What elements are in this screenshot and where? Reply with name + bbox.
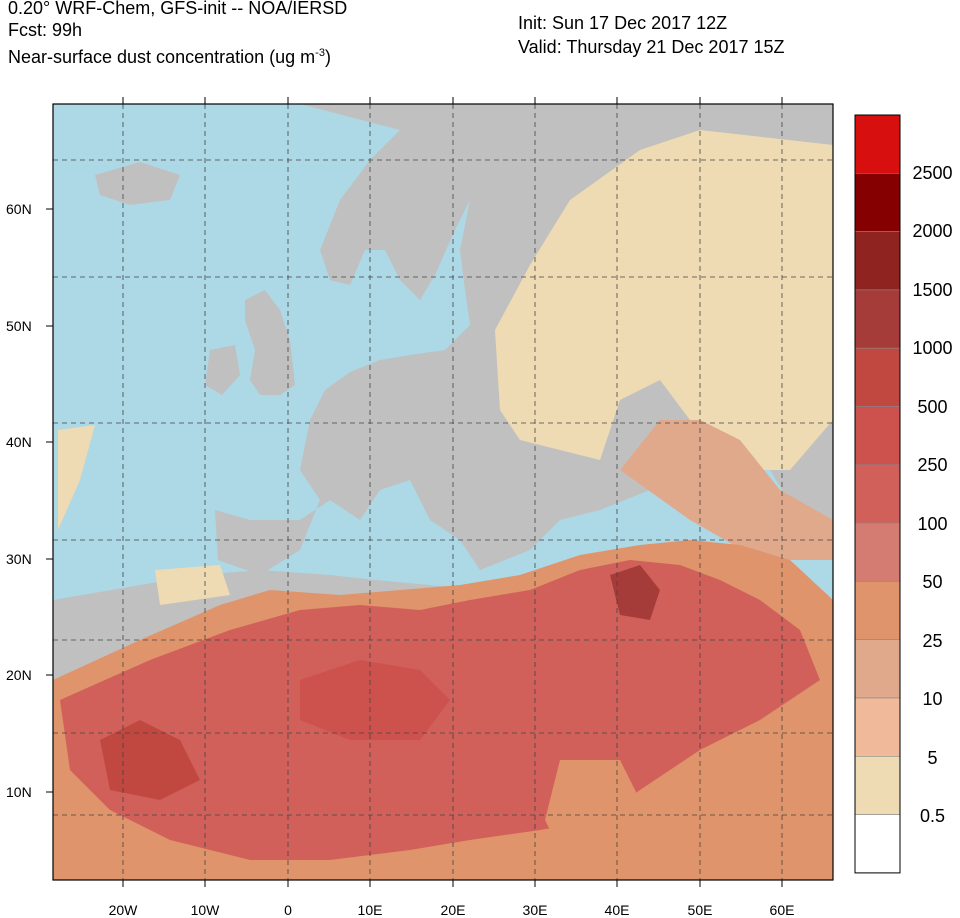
lon-label-0: 0 xyxy=(284,902,292,918)
colorbar-label-0-5: 0.5 xyxy=(919,806,946,826)
land-uk xyxy=(245,290,295,395)
colorbar-box xyxy=(854,639,901,699)
dust-plume-east-europe xyxy=(495,130,833,470)
lon-label-20w: 20W xyxy=(108,902,138,918)
lon-label-30e: 30E xyxy=(522,902,548,918)
colorbar-label-500: 500 xyxy=(917,397,948,417)
title-line-model: 0.20° WRF-Chem, GFS-init -- NOA/IERSD xyxy=(8,0,348,18)
dust-atlantic-patch-south xyxy=(155,565,230,605)
colorbar-label-5: 5 xyxy=(927,748,938,768)
colorbar-label-250: 250 xyxy=(917,455,948,475)
variable-name: Near-surface dust concentration (ug m xyxy=(8,47,316,67)
land-ireland xyxy=(205,345,240,395)
colorbar-label-10: 10 xyxy=(922,689,943,709)
colorbar-box xyxy=(854,814,901,874)
lat-label-10n: 10N xyxy=(6,784,32,800)
colorbar-box xyxy=(854,522,901,582)
lat-label-40n: 40N xyxy=(6,434,32,450)
lon-label-10w: 10W xyxy=(190,902,220,918)
colorbar-box xyxy=(854,464,901,524)
lon-label-20e: 20E xyxy=(440,902,466,918)
title-line-forecast-hour: Fcst: 99h xyxy=(8,20,83,40)
colorbar-label-25: 25 xyxy=(922,631,943,651)
valid-time: Valid: Thursday 21 Dec 2017 15Z xyxy=(518,37,785,57)
lat-label-60n: 60N xyxy=(6,201,32,217)
lon-label-60e: 60E xyxy=(769,902,795,918)
colorbar-box xyxy=(854,231,901,291)
colorbar-label-2500: 2500 xyxy=(912,163,953,183)
dust-sahel-hotspot xyxy=(100,720,200,800)
variable-unit-close: ) xyxy=(324,47,331,67)
map-frame xyxy=(52,103,834,881)
colorbar-label-1500: 1500 xyxy=(912,280,953,300)
lon-label-50e: 50E xyxy=(687,902,713,918)
dust-concentration-field xyxy=(53,130,833,880)
colorbar-box xyxy=(854,114,901,174)
lat-label-50n: 50N xyxy=(6,318,32,334)
lat-lon-grid xyxy=(53,104,833,880)
colorbar xyxy=(854,114,901,874)
dust-central-sahara xyxy=(300,660,450,740)
land-scandinavia-east xyxy=(470,140,560,220)
lon-label-40e: 40E xyxy=(604,902,630,918)
colorbar-box xyxy=(854,581,901,641)
colorbar-label-1000: 1000 xyxy=(912,338,953,358)
colorbar-box xyxy=(854,406,901,466)
colorbar-box xyxy=(854,347,901,407)
dust-plume-caspian xyxy=(620,420,833,560)
lat-label-20n: 20N xyxy=(6,667,32,683)
dust-arabia-hotspot xyxy=(610,565,660,620)
colorbar-label-100: 100 xyxy=(917,514,948,534)
init-time: Init: Sun 17 Dec 2017 12Z xyxy=(518,13,728,33)
unit-exponent: -3 xyxy=(315,47,325,59)
dust-atlantic-patch-north xyxy=(58,425,95,530)
colorbar-box xyxy=(854,697,901,757)
colorbar-box xyxy=(854,173,901,232)
lon-label-10e: 10E xyxy=(357,902,383,918)
land-iceland xyxy=(95,162,180,205)
title-line-variable: Near-surface dust concentration (ug m-3) xyxy=(8,46,331,68)
lat-label-30n: 30N xyxy=(6,551,32,567)
colorbar-frame xyxy=(854,114,901,874)
colorbar-box xyxy=(854,289,901,349)
axis-ticks xyxy=(46,97,783,887)
dust-horn-plume xyxy=(545,760,640,860)
colorbar-box xyxy=(854,755,901,815)
colorbar-label-2000: 2000 xyxy=(912,221,953,241)
colorbar-label-50: 50 xyxy=(922,572,943,592)
